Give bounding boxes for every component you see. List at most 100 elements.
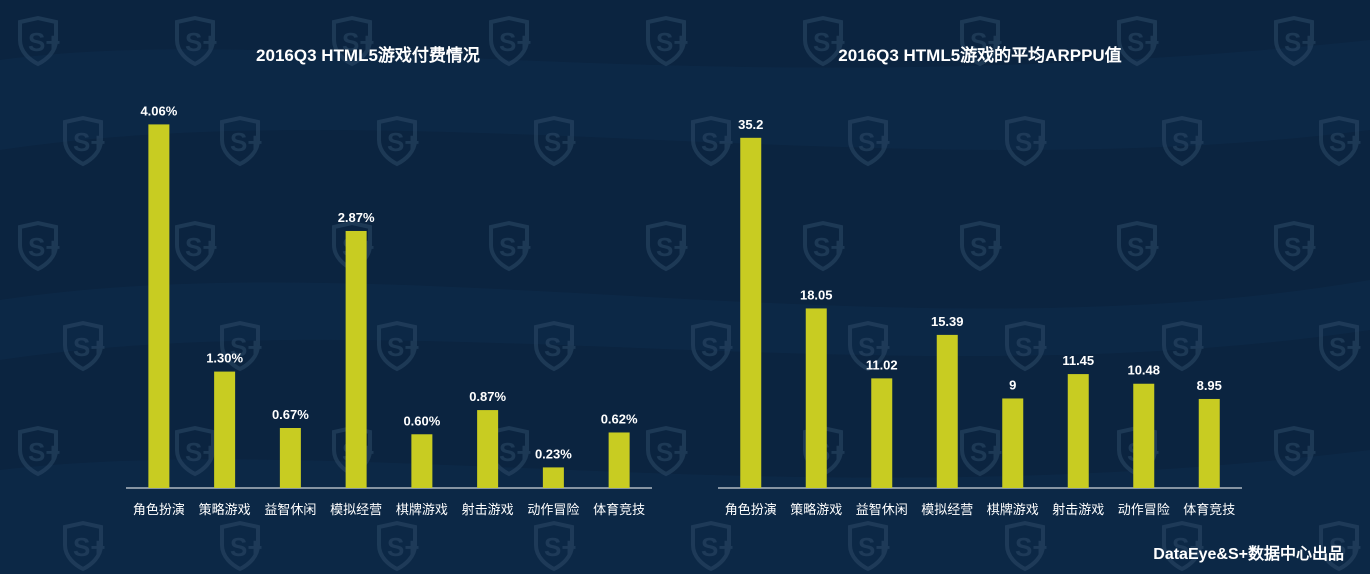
data-label: 0.23% [535, 446, 572, 461]
bar [279, 427, 301, 488]
svg-text:S+: S+ [387, 127, 420, 157]
shield-s-plus-icon: S+ [377, 520, 420, 572]
shield-s-plus-icon: S+ [1319, 320, 1362, 372]
svg-text:S+: S+ [701, 127, 734, 157]
shield-s-plus-icon: S+ [1117, 220, 1160, 272]
bar [1198, 398, 1220, 488]
svg-text:S+: S+ [656, 232, 689, 262]
data-label: 0.62% [601, 411, 638, 426]
shield-s-plus-icon: S+ [646, 15, 689, 67]
shield-s-plus-icon: S+ [18, 220, 61, 272]
svg-text:S+: S+ [701, 532, 734, 562]
data-label: 0.60% [403, 413, 440, 428]
svg-text:S+: S+ [858, 127, 891, 157]
svg-text:S+: S+ [1015, 332, 1048, 362]
bar [805, 308, 827, 488]
bar [936, 334, 958, 488]
x-tick-label: 体育竞技 [1183, 502, 1235, 517]
data-label: 1.30% [206, 351, 243, 366]
bar [1002, 398, 1024, 488]
shield-s-plus-icon: S+ [534, 320, 577, 372]
shield-s-plus-icon: S+ [332, 15, 375, 67]
svg-text:S+: S+ [499, 27, 532, 57]
svg-text:S+: S+ [1329, 532, 1362, 562]
x-tick-label: 角色扮演 [133, 502, 185, 517]
shield-s-plus-icon: S+ [1005, 115, 1048, 167]
shield-s-plus-icon: S+ [1005, 320, 1048, 372]
shield-s-plus-icon: S+ [691, 320, 734, 372]
data-label: 0.87% [469, 389, 506, 404]
x-tick-label: 角色扮演 [725, 502, 777, 517]
footer-credit: DataEye&S+数据中心出品 [1153, 546, 1344, 563]
svg-text:S+: S+ [230, 532, 263, 562]
svg-text:S+: S+ [230, 332, 263, 362]
shield-s-plus-icon: S+ [489, 15, 532, 67]
x-tick-label: 棋牌游戏 [987, 502, 1039, 517]
data-label: 18.05 [800, 287, 833, 302]
arppu-chart: 2016Q3 HTML5游戏的平均ARPPU值 35.2 角色扮演 18.05 策略游戏… [718, 45, 1242, 517]
data-label: 11.45 [1062, 353, 1094, 368]
svg-text:S+: S+ [1172, 332, 1205, 362]
shield-s-plus-icon: S+ [63, 320, 106, 372]
data-label: 15.39 [931, 314, 964, 329]
svg-text:S+: S+ [970, 27, 1003, 57]
svg-text:S+: S+ [28, 27, 61, 57]
data-label: 11.02 [866, 357, 898, 372]
bar [871, 378, 893, 488]
wave-band [0, 40, 1370, 150]
data-label: 10.48 [1127, 363, 1160, 378]
svg-text:S+: S+ [544, 332, 577, 362]
svg-text:S+: S+ [185, 437, 218, 467]
svg-text:S+: S+ [1284, 232, 1317, 262]
svg-text:S+: S+ [28, 437, 61, 467]
svg-text:S+: S+ [499, 232, 532, 262]
shield-s-plus-icon: S+ [1162, 520, 1205, 572]
data-label: 9 [1009, 377, 1016, 392]
shield-s-plus-icon: S+ [803, 15, 846, 67]
x-tick-label: 模拟经营 [921, 502, 973, 517]
shield-s-plus-icon: S+ [175, 220, 218, 272]
bar [1133, 383, 1155, 488]
svg-text:S+: S+ [656, 437, 689, 467]
bar [740, 137, 762, 489]
shield-s-plus-icon: S+ [489, 425, 532, 477]
data-label: 0.67% [272, 407, 309, 422]
bar [477, 410, 499, 488]
shield-s-plus-icon: S+ [960, 15, 1003, 67]
bar [148, 124, 170, 488]
svg-text:S+: S+ [1284, 437, 1317, 467]
x-tick-label: 射击游戏 [462, 502, 514, 517]
shield-s-plus-icon: S+ [175, 15, 218, 67]
svg-text:S+: S+ [1329, 127, 1362, 157]
svg-text:S+: S+ [28, 232, 61, 262]
shield-s-plus-icon: S+ [1274, 425, 1317, 477]
svg-text:S+: S+ [544, 127, 577, 157]
wave-band [0, 450, 1370, 574]
shield-s-plus-icon: S+ [18, 425, 61, 477]
svg-text:S+: S+ [342, 27, 375, 57]
shield-s-plus-icon: S+ [1274, 15, 1317, 67]
data-label: 2.87% [338, 210, 375, 225]
shield-s-plus-icon: S+ [1117, 15, 1160, 67]
shield-s-plus-icon: S+ [848, 115, 891, 167]
shield-s-plus-icon: S+ [63, 115, 106, 167]
svg-text:S+: S+ [1284, 27, 1317, 57]
shield-s-plus-icon: S+ [489, 220, 532, 272]
shield-s-plus-icon: S+ [848, 320, 891, 372]
x-tick-label: 棋牌游戏 [396, 502, 448, 517]
svg-text:S+: S+ [1015, 127, 1048, 157]
svg-text:S+: S+ [656, 27, 689, 57]
svg-text:S+: S+ [813, 27, 846, 57]
shield-s-plus-icon: S+ [377, 320, 420, 372]
shield-s-plus-icon: S+ [63, 520, 106, 572]
x-tick-label: 策略游戏 [199, 502, 251, 517]
svg-text:S+: S+ [858, 532, 891, 562]
svg-text:S+: S+ [701, 332, 734, 362]
svg-text:S+: S+ [544, 532, 577, 562]
shield-s-plus-icon: S+ [220, 320, 263, 372]
svg-text:S+: S+ [185, 27, 218, 57]
svg-text:S+: S+ [73, 127, 106, 157]
svg-text:S+: S+ [230, 127, 263, 157]
svg-text:S+: S+ [387, 532, 420, 562]
